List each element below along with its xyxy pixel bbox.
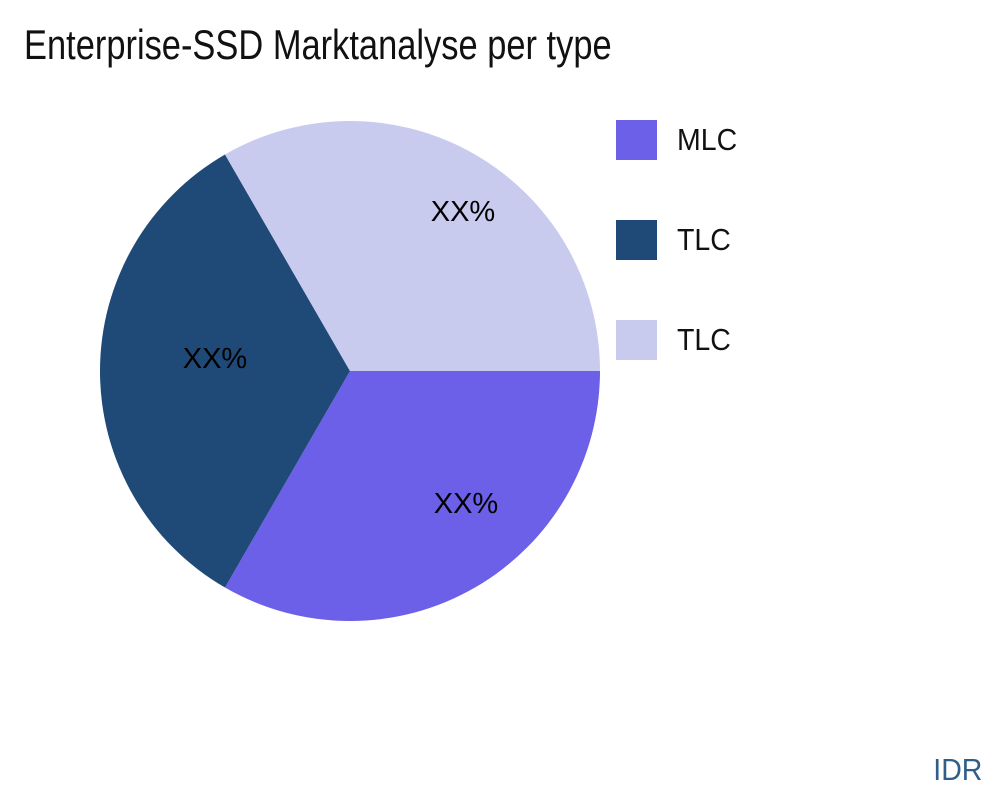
legend-item-tlc-2: TLC: [616, 320, 742, 360]
pie-slice-tlc-2: [225, 120, 600, 371]
legend-swatch: [616, 120, 657, 160]
legend: MLC TLC TLC: [616, 120, 742, 360]
legend-swatch: [616, 220, 657, 260]
watermark-idr: IDR: [932, 752, 982, 787]
legend-label: TLC: [677, 322, 731, 357]
legend-item-mlc-0: MLC: [616, 120, 742, 160]
legend-label: MLC: [677, 122, 738, 157]
chart-title: Enterprise-SSD Marktanalyse per type: [24, 21, 612, 68]
pie-slice-percent-label-1: XX%: [183, 343, 247, 375]
pie-slice-tlc-1: [99, 154, 350, 588]
legend-item-tlc-1: TLC: [616, 220, 742, 260]
legend-label: TLC: [677, 222, 731, 257]
pie-slice-percent-label-0: XX%: [434, 488, 498, 520]
legend-swatch: [616, 320, 657, 360]
pie-slice-mlc-0: [225, 371, 600, 622]
pie-slice-percent-label-2: XX%: [431, 196, 495, 228]
